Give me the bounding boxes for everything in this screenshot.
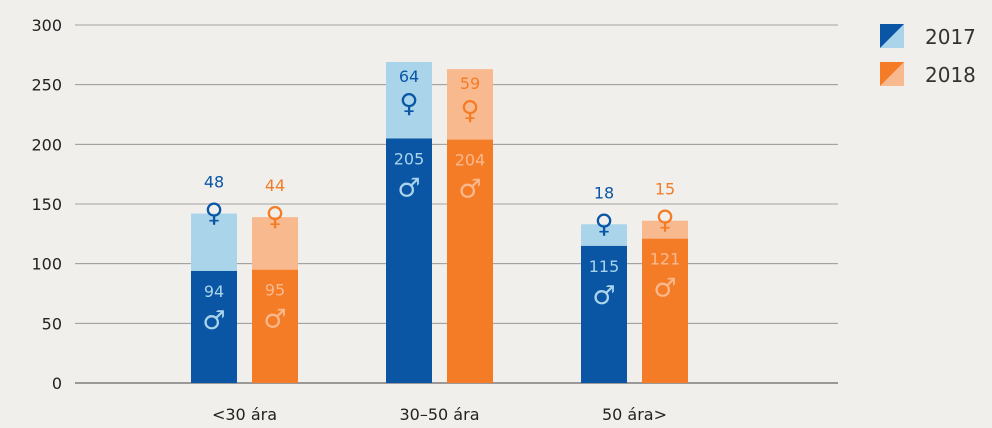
data-label-female: 48 xyxy=(204,173,224,192)
female-symbol-icon: ♀ xyxy=(204,199,223,229)
legend: 2017 2018 xyxy=(880,24,976,87)
x-category-label: <30 ára xyxy=(212,405,277,424)
bar-male-2017-0 xyxy=(191,270,237,383)
y-axis-ticks: 0 50 100 150 200 250 300 xyxy=(31,16,62,393)
bar-male-2017-2 xyxy=(581,245,627,383)
data-label-female: 15 xyxy=(655,180,675,199)
male-symbol-icon: ♂ xyxy=(458,175,481,205)
data-label-male: 204 xyxy=(455,151,486,170)
x-category-label: 30–50 ára xyxy=(400,405,480,424)
data-label-female: 64 xyxy=(399,67,419,86)
bar-female-2018-1 xyxy=(447,69,493,140)
bar-male-2018-0 xyxy=(252,269,298,383)
bar-female-2017-2 xyxy=(581,224,627,246)
data-label-male: 205 xyxy=(394,149,425,168)
y-tick-label: 150 xyxy=(31,195,62,214)
bar-male-2017-1 xyxy=(386,138,432,383)
data-label-female: 59 xyxy=(460,74,480,93)
female-symbol-icon: ♀ xyxy=(594,209,613,239)
y-tick-label: 300 xyxy=(31,16,62,35)
female-symbol-icon: ♀ xyxy=(655,206,674,236)
data-label-female: 18 xyxy=(594,183,614,202)
data-label-male: 94 xyxy=(204,282,224,301)
x-axis-labels: <30 ára 30–50 ára 50 ára> xyxy=(212,405,667,424)
legend-label: 2017 xyxy=(925,25,976,49)
female-symbol-icon: ♀ xyxy=(399,89,418,119)
male-symbol-icon: ♂ xyxy=(263,305,286,335)
male-symbol-icon: ♂ xyxy=(202,306,225,336)
bar-female-2017-0 xyxy=(191,213,237,271)
data-label-male: 121 xyxy=(650,250,681,269)
male-symbol-icon: ♂ xyxy=(653,274,676,304)
bar-female-2017-1 xyxy=(386,61,432,139)
bar-male-2018-1 xyxy=(447,139,493,383)
legend-swatch-dark xyxy=(880,24,904,48)
y-tick-label: 50 xyxy=(42,314,62,333)
data-label-male: 115 xyxy=(589,257,620,276)
male-symbol-icon: ♂ xyxy=(397,173,420,203)
bar-female-2018-0 xyxy=(252,217,298,270)
x-category-label: 50 ára> xyxy=(602,405,667,424)
female-symbol-icon: ♀ xyxy=(460,96,479,126)
bar-female-2018-2 xyxy=(642,220,688,239)
y-tick-label: 200 xyxy=(31,135,62,154)
y-tick-label: 250 xyxy=(31,76,62,95)
y-tick-label: 100 xyxy=(31,255,62,274)
legend-swatch-dark xyxy=(880,62,904,86)
y-tick-label: 0 xyxy=(52,374,62,393)
legend-label: 2018 xyxy=(925,63,976,87)
data-label-male: 95 xyxy=(265,281,285,300)
female-symbol-icon: ♀ xyxy=(265,202,284,232)
bars: 94 ♂ 48 ♀ 95 ♂ 44 ♀ 205 ♂ 64 ♀ 204 ♂ 59 ♀ 115 ♂ 18 ♀ 121 ♂ 15 ♀ xyxy=(191,61,688,383)
data-label-female: 44 xyxy=(265,176,285,195)
bar-male-2018-2 xyxy=(642,238,688,383)
male-symbol-icon: ♂ xyxy=(592,281,615,311)
